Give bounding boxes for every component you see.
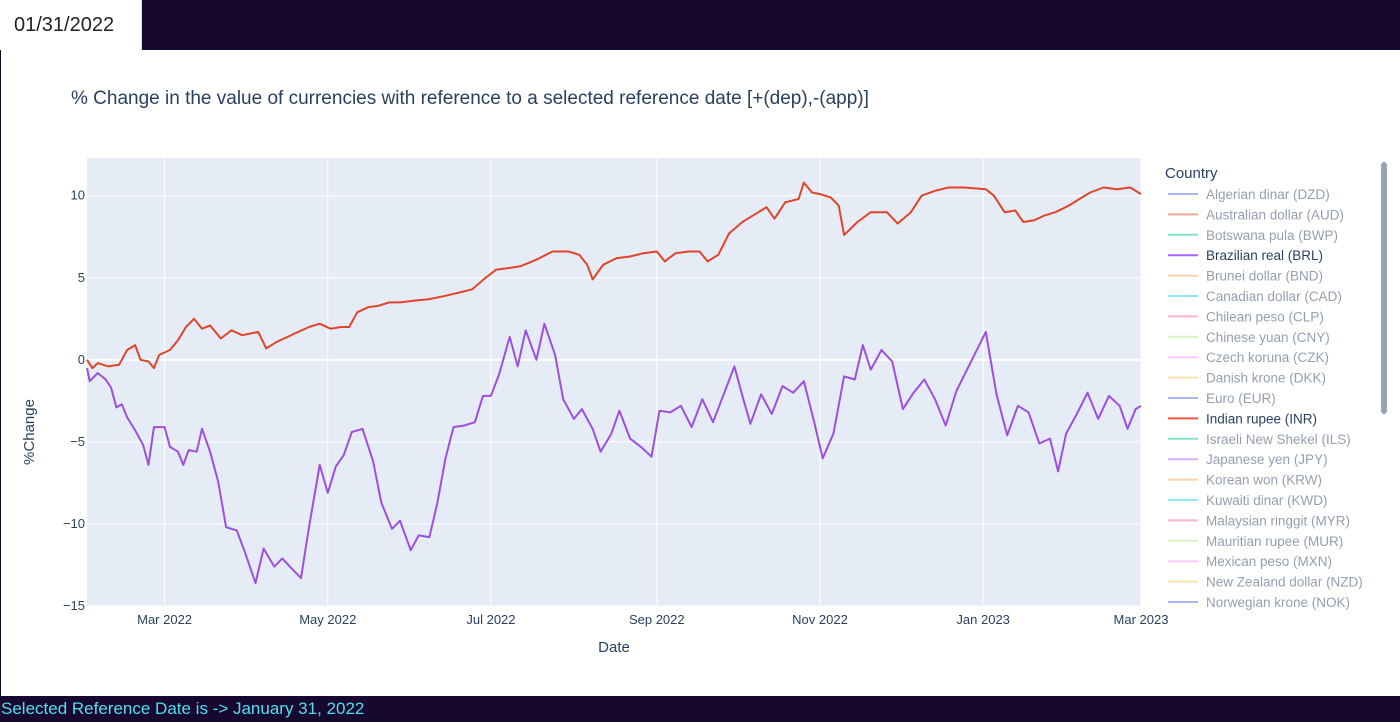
legend-item-mexican-peso-mxn[interactable]: Mexican peso (MXN): [1168, 554, 1332, 569]
legend-item-chinese-yuan-cny[interactable]: Chinese yuan (CNY): [1168, 330, 1330, 345]
legend-item-japanese-yen-jpy[interactable]: Japanese yen (JPY): [1168, 452, 1328, 467]
legend-label: Malaysian ringgit (MYR): [1206, 513, 1350, 528]
legend-label: Chinese yuan (CNY): [1206, 330, 1330, 345]
legend-label: Japanese yen (JPY): [1206, 452, 1328, 467]
legend-label: Korean won (KRW): [1206, 473, 1322, 488]
legend-label: Australian dollar (AUD): [1206, 207, 1344, 222]
legend-label: Mexican peso (MXN): [1206, 554, 1332, 569]
x-axis-ticks: Mar 2022 May 2022 Jul 2022 Sep 2022 Nov 2022…: [137, 612, 1168, 627]
legend-label: Kuwaiti dinar (KWD): [1206, 493, 1328, 508]
legend-item-kuwaiti-dinar-kwd[interactable]: Kuwaiti dinar (KWD): [1168, 493, 1328, 508]
grid-lines: [87, 158, 1142, 607]
legend-scrollbar[interactable]: [1381, 162, 1387, 414]
legend: Country Algerian dinar (DZD) Australian d…: [1165, 165, 1363, 610]
legend-label: Norwegian krone (NOK): [1206, 595, 1350, 610]
legend-label: Chilean peso (CLP): [1206, 309, 1324, 324]
legend-item-korean-won-krw[interactable]: Korean won (KRW): [1168, 473, 1322, 488]
legend-item-euro-eur[interactable]: Euro (EUR): [1168, 391, 1276, 406]
legend-item-israeli-new-shekel-ils[interactable]: Israeli New Shekel (ILS): [1168, 432, 1351, 447]
x-tick-label: May 2022: [299, 612, 356, 627]
legend-item-mauritian-rupee-mur[interactable]: Mauritian rupee (MUR): [1168, 534, 1343, 549]
currency-change-chart: % Change in the value of currencies with…: [21, 88, 1387, 656]
y-axis-title: %Change: [21, 399, 38, 465]
legend-item-chilean-peso-clp[interactable]: Chilean peso (CLP): [1168, 309, 1324, 324]
plot-area[interactable]: [87, 158, 1141, 606]
series-lines: [86, 181, 1142, 584]
legend-title: Country: [1165, 165, 1218, 182]
legend-label: Canadian dollar (CAD): [1206, 289, 1342, 304]
x-tick-label: Mar 2023: [1114, 612, 1169, 627]
y-tick-label: 5: [78, 270, 85, 285]
legend-item-new-zealand-dollar-nzd[interactable]: New Zealand dollar (NZD): [1168, 575, 1363, 590]
legend-label: Mauritian rupee (MUR): [1206, 534, 1343, 549]
legend-label: Algerian dinar (DZD): [1206, 187, 1330, 202]
legend-label: Euro (EUR): [1206, 391, 1276, 406]
chart-title: % Change in the value of currencies with…: [71, 88, 869, 109]
y-tick-label: 0: [78, 352, 85, 367]
legend-item-australian-dollar-aud[interactable]: Australian dollar (AUD): [1168, 207, 1344, 222]
x-tick-label: Nov 2022: [792, 612, 848, 627]
legend-label: Israeli New Shekel (ILS): [1206, 432, 1351, 447]
reference-date-input[interactable]: 01/31/2022: [0, 0, 142, 50]
x-tick-label: Sep 2022: [629, 612, 685, 627]
legend-label: Brunei dollar (BND): [1206, 269, 1323, 284]
y-tick-label: 10: [71, 188, 85, 203]
x-tick-label: Jan 2023: [956, 612, 1010, 627]
x-axis-title: Date: [598, 639, 630, 656]
y-tick-label: −15: [63, 598, 85, 613]
legend-item-norwegian-krone-nok[interactable]: Norwegian krone (NOK): [1168, 595, 1350, 610]
legend-item-botswana-pula-bwp[interactable]: Botswana pula (BWP): [1168, 228, 1338, 243]
legend-item-canadian-dollar-cad[interactable]: Canadian dollar (CAD): [1168, 289, 1342, 304]
series-line-brazilian-real-brl[interactable]: [86, 322, 1142, 584]
y-tick-label: −10: [63, 516, 85, 531]
y-axis-ticks: 10 5 0 −5 −10 −15: [63, 188, 85, 613]
legend-label: Danish krone (DKK): [1206, 371, 1326, 386]
legend-item-czech-koruna-czk[interactable]: Czech koruna (CZK): [1168, 350, 1329, 365]
legend-item-algerian-dinar-dzd[interactable]: Algerian dinar (DZD): [1168, 187, 1330, 202]
legend-item-danish-krone-dkk[interactable]: Danish krone (DKK): [1168, 371, 1326, 386]
legend-label: Botswana pula (BWP): [1206, 228, 1338, 243]
legend-item-malaysian-ringgit-myr[interactable]: Malaysian ringgit (MYR): [1168, 513, 1350, 528]
reference-date-value: 01/31/2022: [14, 13, 115, 36]
legend-item-brunei-dollar-bnd[interactable]: Brunei dollar (BND): [1168, 269, 1323, 284]
legend-item-indian-rupee-inr[interactable]: Indian rupee (INR): [1168, 411, 1317, 426]
y-tick-label: −5: [70, 434, 85, 449]
legend-label: Indian rupee (INR): [1206, 411, 1317, 426]
legend-label: New Zealand dollar (NZD): [1206, 575, 1363, 590]
legend-label: Brazilian real (BRL): [1206, 248, 1323, 263]
x-tick-label: Mar 2022: [137, 612, 192, 627]
legend-label: Czech koruna (CZK): [1206, 350, 1329, 365]
reference-date-footer: Selected Reference Date is -> January 31…: [0, 696, 1400, 722]
x-tick-label: Jul 2022: [466, 612, 515, 627]
series-line-indian-rupee-inr[interactable]: [86, 181, 1142, 370]
legend-item-brazilian-real-brl[interactable]: Brazilian real (BRL): [1168, 248, 1323, 263]
